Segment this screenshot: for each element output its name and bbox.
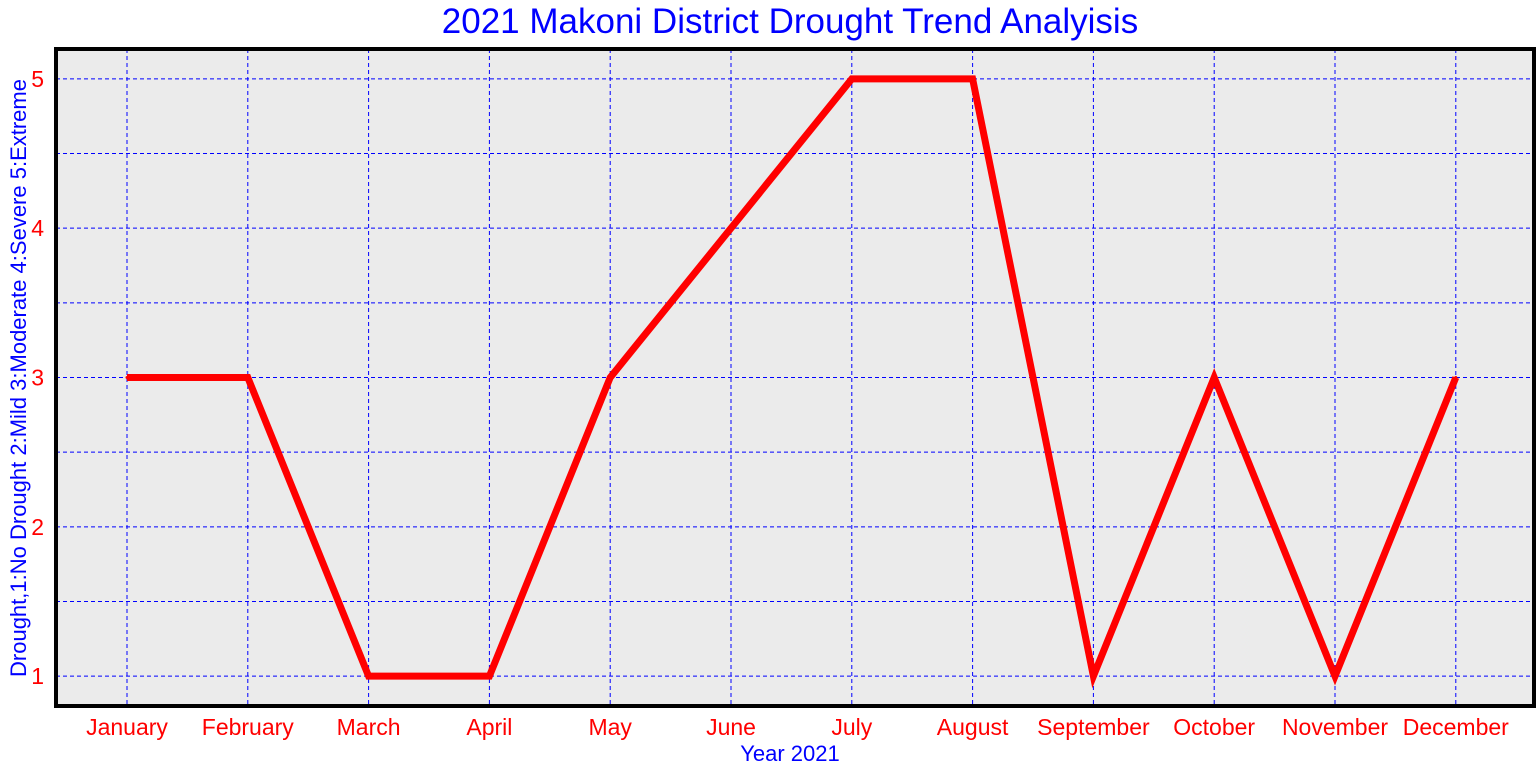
data-point <box>487 674 491 678</box>
x-tick-label: August <box>937 714 1009 740</box>
x-tick-label: April <box>466 714 512 740</box>
data-point <box>971 77 975 81</box>
data-point <box>850 77 854 81</box>
chart-title: 2021 Makoni District Drought Trend Analy… <box>441 2 1139 41</box>
y-tick-label: 4 <box>31 215 44 241</box>
x-tick-label: November <box>1282 714 1388 740</box>
data-point <box>367 674 371 678</box>
grid <box>56 49 1534 706</box>
x-tick-label: December <box>1403 714 1509 740</box>
x-tick-label: July <box>831 714 872 740</box>
x-tick-labels: January February March April May June July Augu… <box>86 714 1509 740</box>
data-point <box>1454 376 1458 379</box>
x-tick-label: February <box>202 714 295 740</box>
y-tick-label: 2 <box>31 514 44 540</box>
data-point <box>125 376 129 379</box>
data-point <box>246 376 250 379</box>
series-line <box>127 75 1460 689</box>
data-point <box>1333 674 1337 678</box>
y-tick-labels: 1 2 3 4 5 <box>31 66 44 689</box>
x-tick-label: October <box>1173 714 1255 740</box>
x-axis-label: Year 2021 <box>740 741 840 766</box>
x-tick-label: January <box>86 714 168 740</box>
data-point <box>1091 674 1095 678</box>
x-tick-label: September <box>1037 714 1150 740</box>
x-tick-label: March <box>337 714 401 740</box>
y-tick-label: 5 <box>31 66 44 92</box>
y-tick-label: 1 <box>31 663 44 689</box>
data-point <box>729 226 733 230</box>
data-point <box>1212 376 1216 379</box>
y-tick-label: 3 <box>31 365 44 391</box>
x-tick-label: May <box>588 714 632 740</box>
series-layer <box>125 75 1460 689</box>
data-point <box>608 376 612 379</box>
x-tick-label: June <box>706 714 756 740</box>
y-axis-label: Drought,1:No Drought 2:Mild 3:Moderate 4… <box>6 79 31 677</box>
plot-frame <box>54 47 1536 708</box>
